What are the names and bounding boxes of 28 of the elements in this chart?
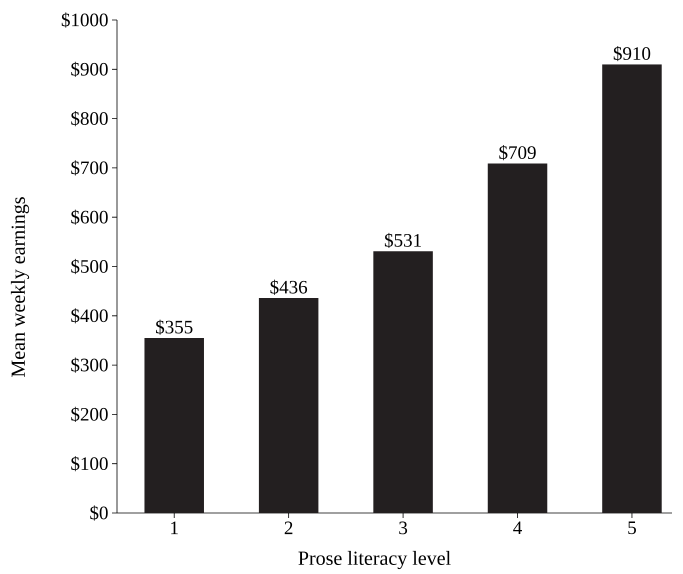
data-label: $436 [270,280,308,295]
x-tick-label: 2 [284,522,292,534]
y-tick-label: $400 [71,308,108,324]
y-tick-label: $200 [71,406,108,422]
y-tick-label: $600 [71,210,108,225]
bar [488,163,548,513]
y-tick-label: $1000 [62,12,108,28]
y-tick-label: $800 [71,111,108,126]
y-axis-title: Mean weekly earnings [10,197,30,377]
y-tick-label: $0 [90,505,108,521]
x-tick-label: 1 [171,522,178,534]
bar [602,64,662,513]
bar [144,338,204,513]
y-tick-label: $100 [71,456,108,472]
x-tick-label: 4 [513,522,522,534]
data-label: $910 [614,46,650,62]
x-tick-label: 3 [399,522,408,534]
y-tick-label: $500 [71,258,108,274]
data-label: $531 [384,232,421,248]
y-tick-label: $700 [71,160,108,176]
x-tick-label: 5 [628,522,636,534]
bar [373,251,433,513]
data-label: $709 [499,145,536,160]
x-axis-title: Prose literacy level [298,550,451,570]
y-tick-label: $300 [71,358,108,373]
data-label: $355 [156,320,192,335]
y-tick-label: $900 [71,62,108,77]
bar [258,298,318,513]
